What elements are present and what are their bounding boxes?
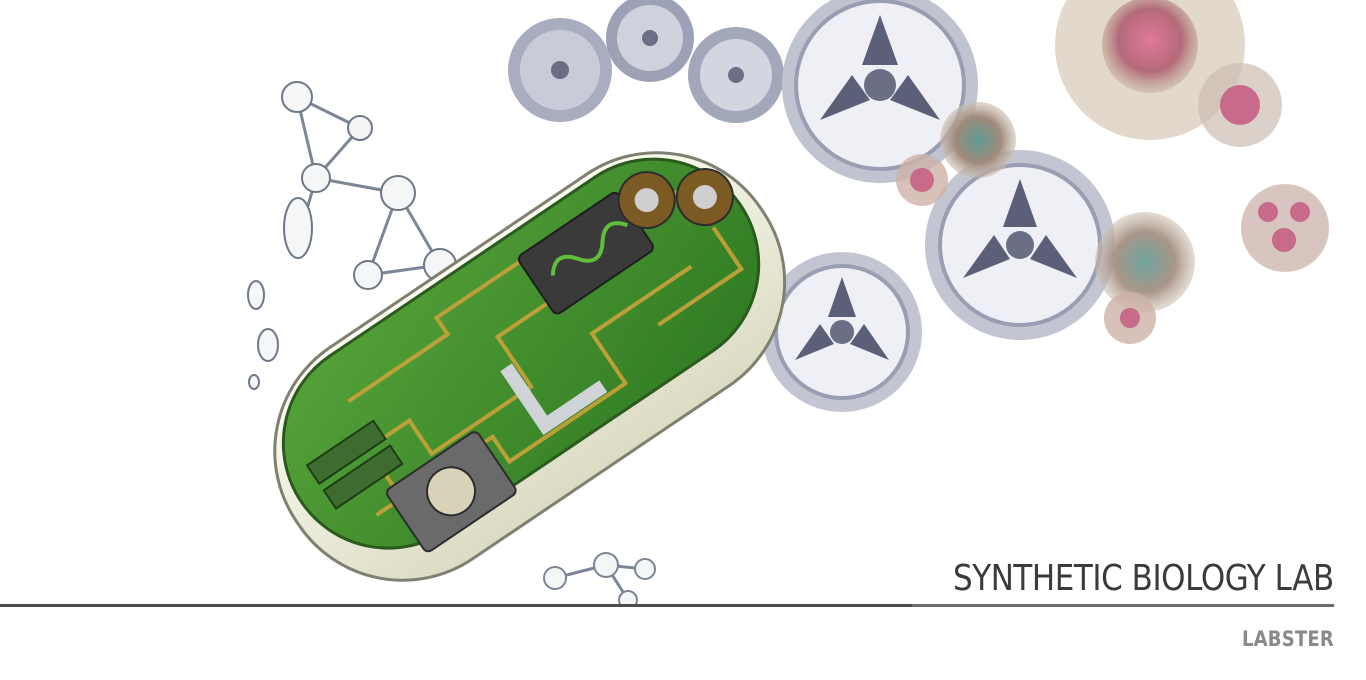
title-divider-accent [912, 604, 1334, 607]
lab-title: SYNTHETIC BIOLOGY LAB [953, 558, 1334, 599]
synthetic-biology-artwork [247, 0, 1329, 610]
brand-name: LABSTER [1241, 627, 1334, 651]
hero-illustration [247, 0, 1329, 610]
bacterium-circuit [273, 151, 787, 582]
cells [896, 0, 1329, 344]
molecule-bottom [543, 552, 656, 610]
footer [0, 607, 1366, 680]
gears [508, 0, 1115, 412]
title-divider [0, 604, 912, 607]
